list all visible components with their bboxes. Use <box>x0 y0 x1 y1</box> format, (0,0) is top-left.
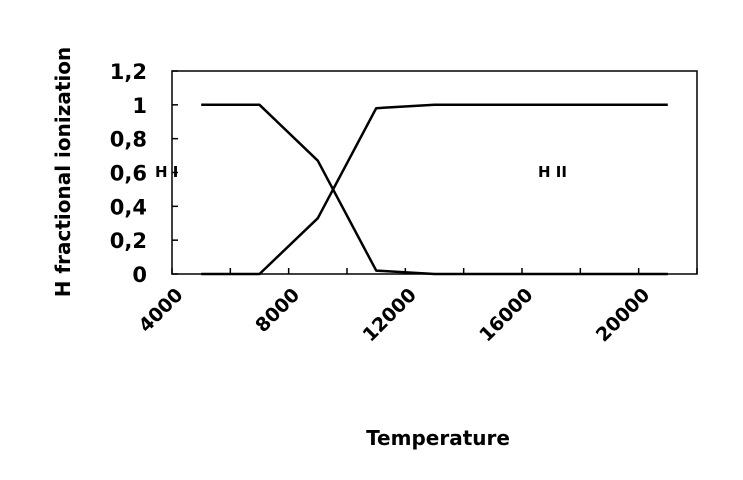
y-tick-label: 0,8 <box>110 128 147 152</box>
annotation-h-i: H I <box>155 163 178 181</box>
y-axis-title: H fractional ionization <box>51 47 75 298</box>
series-line-1 <box>201 103 668 276</box>
series-layer <box>201 103 668 276</box>
y-tick-label: 0,4 <box>110 195 147 219</box>
y-axis-ticks: 0 0,2 0,4 0,6 0,8 1 1,2 <box>110 60 178 287</box>
y-tick-label: 0,6 <box>110 162 147 186</box>
x-axis-title: Temperature <box>366 426 510 450</box>
x-tick-label: 8000 <box>251 284 304 337</box>
y-tick-label: 1,2 <box>110 60 147 84</box>
x-tick-label: 4000 <box>135 284 188 337</box>
y-tick-label: 1 <box>132 94 147 118</box>
x-axis-ticks: 4000 8000 12000 16000 20000 <box>135 268 698 346</box>
series-line-2 <box>201 103 668 276</box>
x-tick-label: 12000 <box>359 284 421 346</box>
annotation-h-ii: H II <box>538 163 567 181</box>
y-tick-label: 0 <box>132 263 147 287</box>
x-tick-label: 20000 <box>592 284 654 346</box>
y-tick-label: 0,2 <box>110 229 147 253</box>
plot-frame <box>171 70 698 275</box>
x-tick-label: 16000 <box>475 284 537 346</box>
